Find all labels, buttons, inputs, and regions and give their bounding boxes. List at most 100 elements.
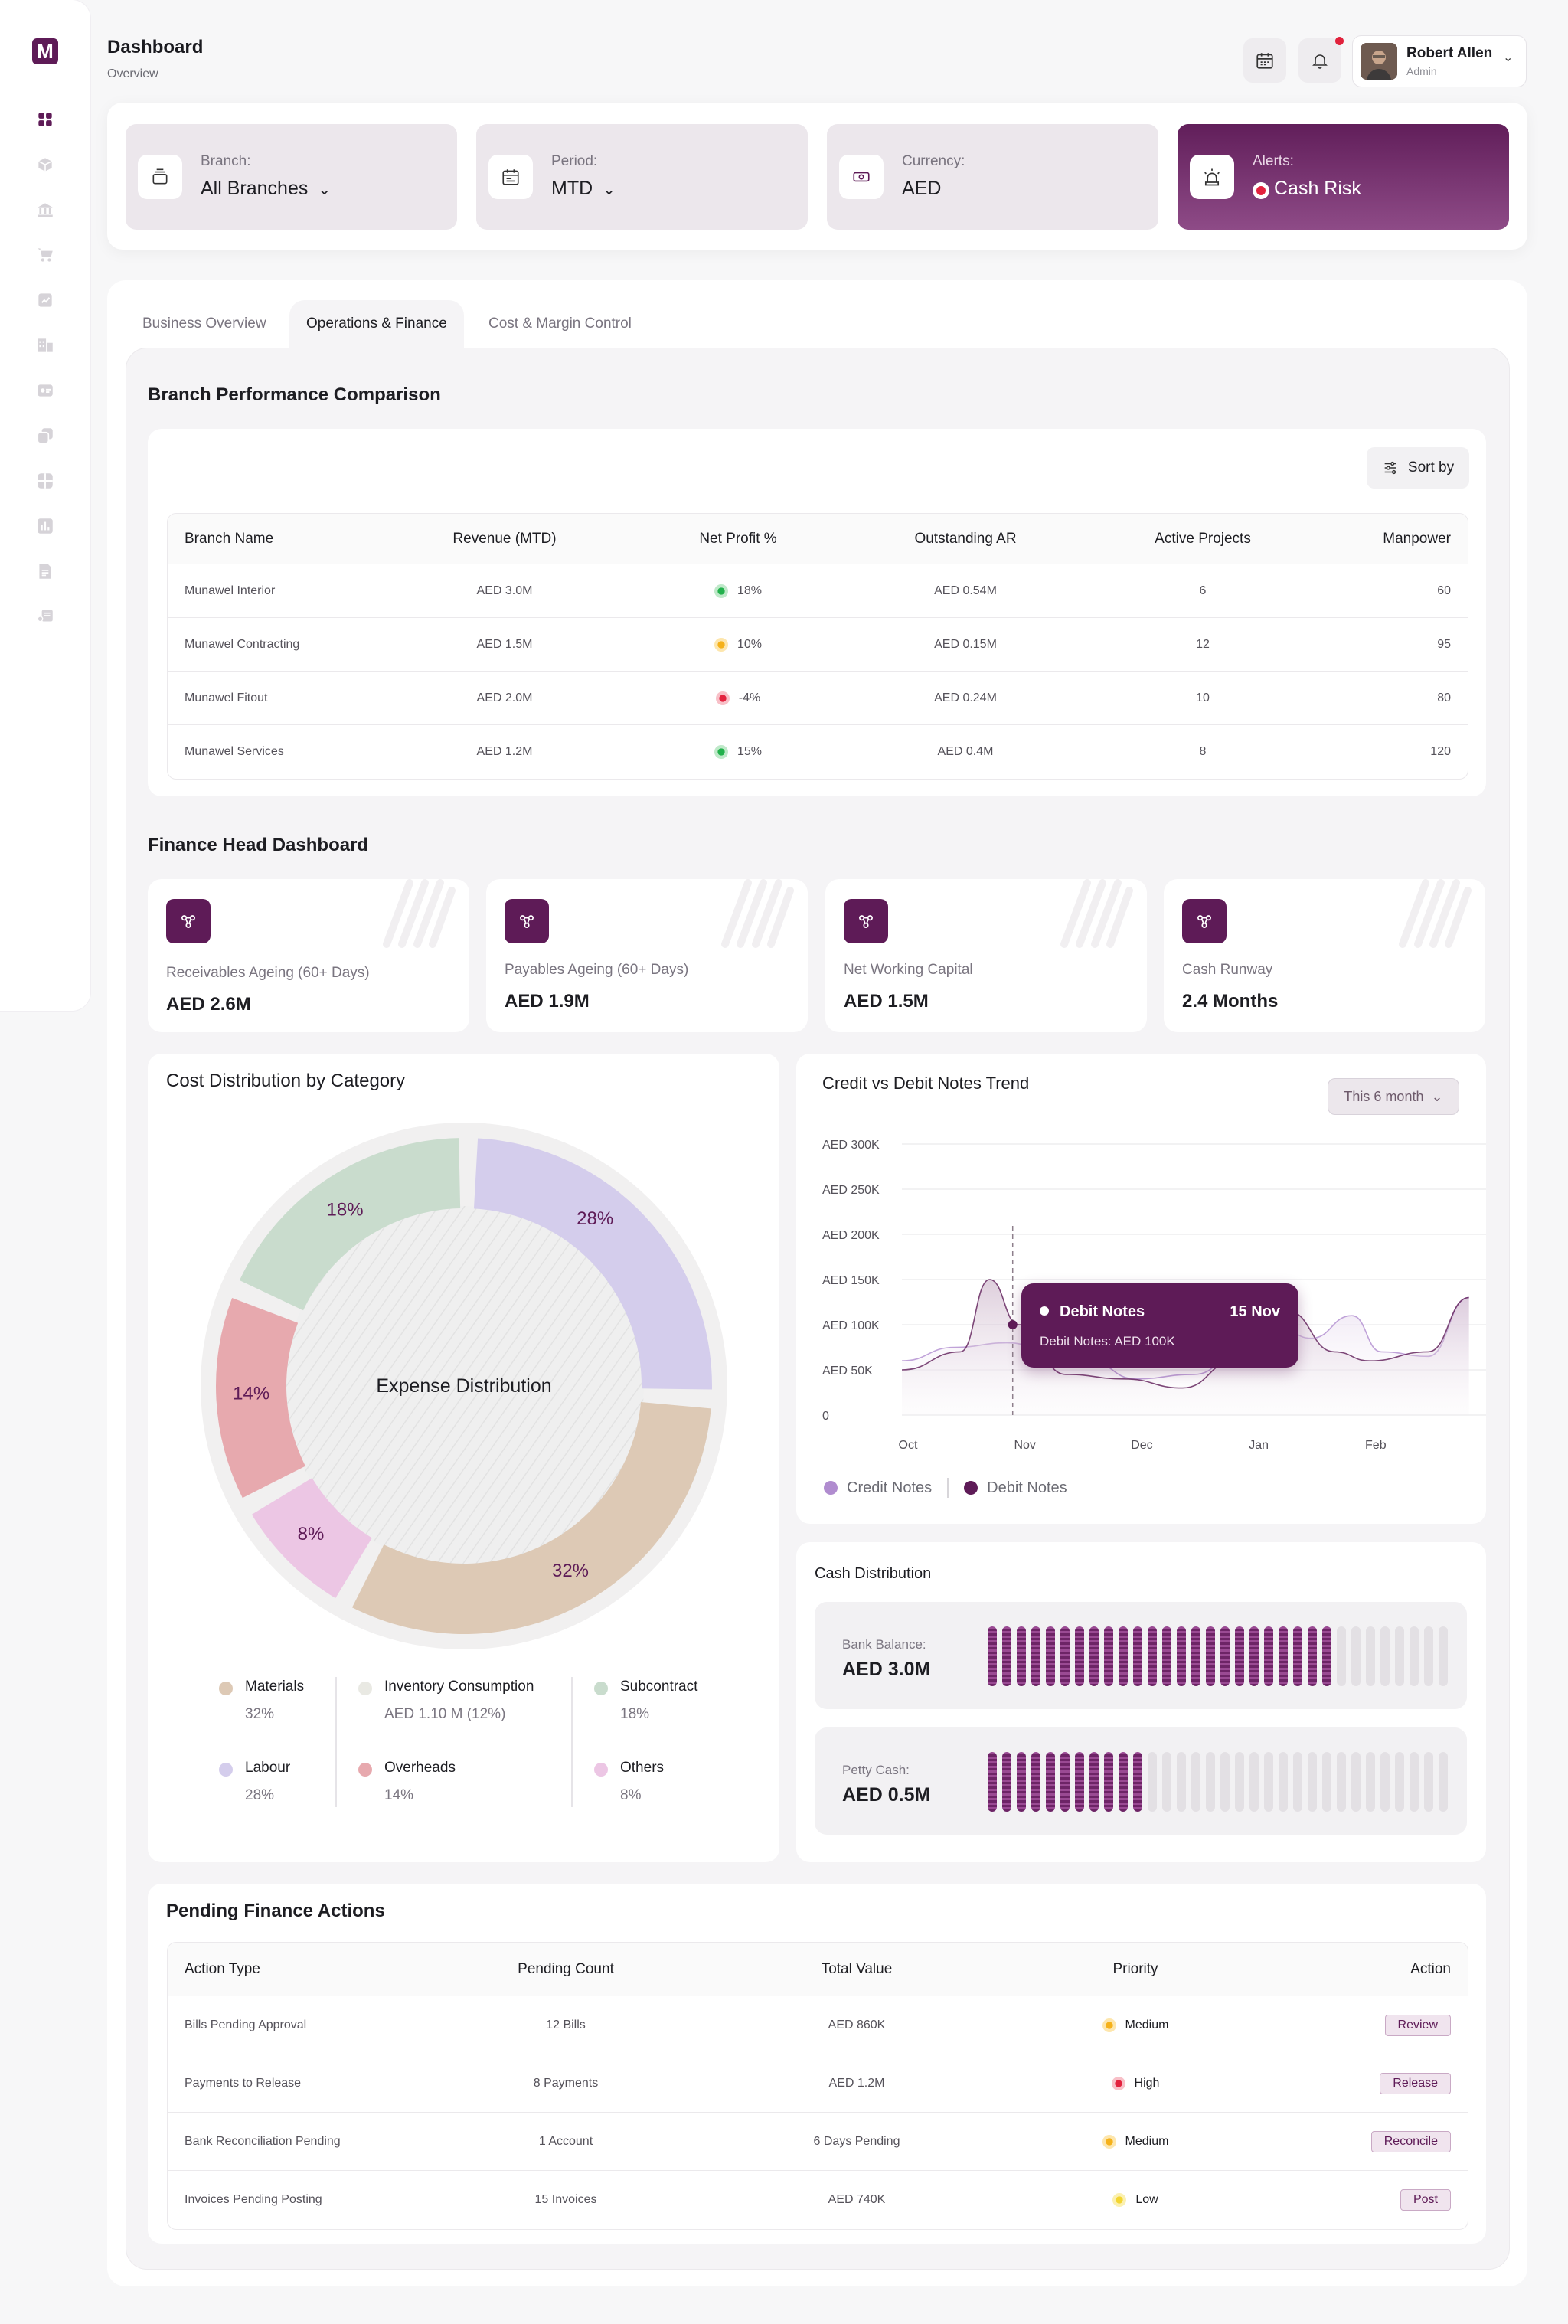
donut-segment-others[interactable] <box>251 1478 372 1599</box>
donut-center-label: Expense Distribution <box>376 1375 551 1397</box>
legend-name[interactable]: Others <box>620 1760 665 1776</box>
chevron-down-icon: ⌄ <box>603 181 616 198</box>
period-filter[interactable]: Period: MTD ⌄ <box>476 124 808 230</box>
sidebar-item-dashboard[interactable] <box>34 109 56 130</box>
cash-bar <box>1293 1752 1302 1812</box>
priority-label: High <box>1134 2076 1160 2090</box>
cash-bar <box>1366 1752 1375 1812</box>
cash-bar <box>1206 1752 1215 1812</box>
cash-bar <box>1279 1752 1288 1812</box>
legend-name[interactable]: Inventory Consumption <box>384 1678 534 1695</box>
sidebar-item-copy[interactable] <box>34 425 56 446</box>
sidebar-item-grid[interactable] <box>34 470 56 492</box>
sidebar-item-person-list[interactable] <box>34 606 56 627</box>
legend-item[interactable]: Credit Notes <box>847 1479 933 1496</box>
table-row[interactable]: Invoices Pending Posting 15 Invoices AED 7… <box>168 2171 1468 2229</box>
legend-name[interactable]: Subcontract <box>620 1678 698 1695</box>
sidebar-item-cart[interactable] <box>34 244 56 266</box>
tab-operations-finance[interactable]: Operations & Finance <box>289 300 464 348</box>
sidebar-item-box[interactable] <box>34 154 56 175</box>
cash-bar <box>1439 1752 1448 1812</box>
app-logo[interactable]: M <box>32 38 58 64</box>
series-line-debit[interactable] <box>901 1279 1469 1389</box>
currency-filter[interactable]: Currency: AED <box>827 124 1158 230</box>
cash-bar <box>1177 1626 1186 1686</box>
table-row[interactable]: Bills Pending Approval 12 Bills AED 860K Me… <box>168 1996 1468 2054</box>
column-header[interactable]: Net Profit % <box>699 530 777 547</box>
action-button-review[interactable]: Review <box>1384 2014 1451 2036</box>
manpower-value: 120 <box>1430 745 1451 758</box>
priority-cell: High <box>1021 2054 1250 2112</box>
sidebar-item-bar-chart[interactable] <box>34 515 56 537</box>
branch-filter[interactable]: Branch: All Branches ⌄ <box>126 124 457 230</box>
period-select[interactable]: This 6 month ⌄ <box>1328 1078 1459 1115</box>
calendar-button[interactable] <box>1243 38 1286 83</box>
action-button-reconcile[interactable]: Reconcile <box>1370 2130 1451 2152</box>
donut-segment-materials[interactable] <box>351 1402 711 1634</box>
chevron-down-icon: ⌄ <box>318 181 332 198</box>
action-type: Bills Pending Approval <box>185 2018 307 2031</box>
cash-bar <box>1017 1752 1026 1812</box>
column-header[interactable]: Total Value <box>821 1960 893 1977</box>
cash-bar <box>1119 1752 1128 1812</box>
donut-segment-subcontract[interactable] <box>239 1138 461 1311</box>
user-menu[interactable]: Robert Allen Admin ⌄ <box>1352 35 1527 87</box>
sidebar-item-building[interactable] <box>34 335 56 356</box>
sidebar-item-chart-box[interactable] <box>34 289 56 311</box>
cash-bar <box>1002 1626 1011 1686</box>
tab-business-overview[interactable]: Business Overview <box>142 315 266 332</box>
legend-dot <box>358 1682 372 1695</box>
table-row[interactable]: Munawel Services AED 1.2M 15% AED 0.4M 8 120 <box>168 725 1468 779</box>
net-profit-cell: 18% <box>623 564 853 617</box>
table-row[interactable]: Munawel Fitout AED 2.0M -4% AED 0.24M 10 80 <box>168 672 1468 725</box>
column-header[interactable]: Active Projects <box>1155 530 1251 547</box>
column-header[interactable]: Pending Count <box>518 1960 614 1977</box>
column-header[interactable]: Action <box>1410 1960 1451 1977</box>
legend-name[interactable]: Overheads <box>384 1760 456 1776</box>
legend-name[interactable]: Labour <box>245 1760 291 1776</box>
branch-name: Munawel Interior <box>185 583 276 597</box>
highlight-point[interactable] <box>1008 1320 1018 1329</box>
sidebar-item-document[interactable] <box>34 561 56 582</box>
table-row[interactable]: Payments to Release 8 Payments AED 1.2M Hig… <box>168 2054 1468 2113</box>
tooltip-dot <box>1040 1306 1049 1316</box>
cash-bar <box>1235 1752 1244 1812</box>
alerts-filter[interactable]: Alerts: Cash Risk <box>1178 124 1509 230</box>
cash-bar <box>1380 1752 1390 1812</box>
notifications-button[interactable] <box>1298 38 1341 83</box>
column-header[interactable]: Outstanding AR <box>914 530 1017 547</box>
sort-button[interactable]: Sort by <box>1367 447 1469 489</box>
column-header[interactable]: Branch Name <box>185 530 274 547</box>
outstanding-ar-value: AED 0.4M <box>937 745 994 758</box>
table-row[interactable]: Munawel Contracting AED 1.5M 10% AED 0.15M 1… <box>168 618 1468 672</box>
sidebar-item-bank[interactable] <box>34 199 56 221</box>
column-header[interactable]: Manpower <box>1383 530 1451 547</box>
column-header[interactable]: Priority <box>1112 1960 1158 1977</box>
cash-bar <box>1322 1626 1331 1686</box>
sidebar-item-id-card[interactable] <box>34 380 56 401</box>
action-button-release[interactable]: Release <box>1380 2072 1451 2094</box>
status-dot <box>714 583 728 598</box>
action-button-post[interactable]: Post <box>1400 2189 1451 2211</box>
kpi-card: Payables Ageing (60+ Days) AED 1.9M <box>486 879 808 1032</box>
donut-segment-overheads[interactable] <box>216 1297 305 1499</box>
donut-segment-label: 8% <box>298 1524 325 1544</box>
total-value: AED 860K <box>828 2018 886 2031</box>
page-title: Dashboard <box>107 37 204 57</box>
column-header[interactable]: Revenue (MTD) <box>452 530 557 547</box>
sliders-icon <box>1384 461 1396 475</box>
donut-segment-labour[interactable] <box>473 1138 712 1390</box>
cash-bar <box>1220 1752 1230 1812</box>
column-header[interactable]: Action Type <box>185 1960 260 1977</box>
cash-bar <box>1046 1752 1055 1812</box>
tab-cost-margin-control[interactable]: Cost & Margin Control <box>488 315 632 332</box>
table-row[interactable]: Bank Reconciliation Pending 1 Account 6 Da… <box>168 2113 1468 2171</box>
kpi-label: Receivables Ageing (60+ Days) <box>166 965 370 981</box>
legend-name[interactable]: Materials <box>245 1678 305 1695</box>
user-name: Robert Allen <box>1406 45 1493 61</box>
table-row[interactable]: Munawel Interior AED 3.0M 18% AED 0.54M 6 60 <box>168 564 1468 618</box>
kpi-value: AED 1.9M <box>505 991 590 1012</box>
petty-cash-label: Petty Cash: <box>842 1763 910 1777</box>
legend-item[interactable]: Debit Notes <box>987 1479 1067 1496</box>
net-profit-cell: -4% <box>623 672 853 724</box>
